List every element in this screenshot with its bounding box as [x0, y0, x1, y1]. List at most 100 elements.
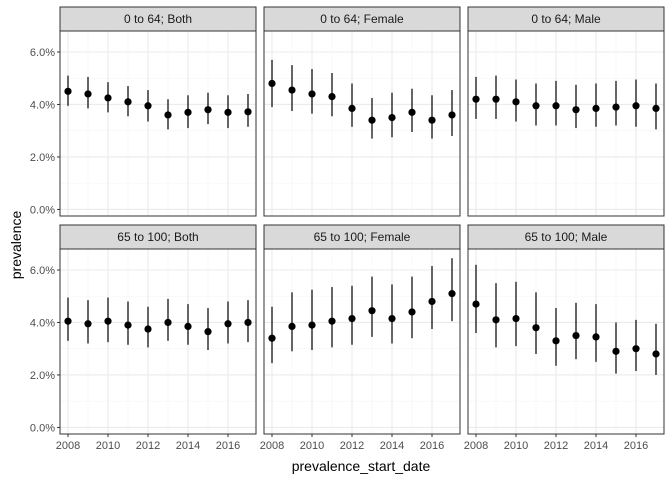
data-point [408, 308, 416, 316]
data-point [204, 328, 212, 336]
y-tick-label: 6.0% [30, 265, 55, 277]
data-point [492, 95, 500, 103]
data-point [144, 325, 152, 333]
facet-strip-label: 65 to 100; Both [117, 230, 198, 244]
x-tick-label: 2010 [96, 440, 120, 452]
x-tick-label: 2012 [136, 440, 160, 452]
y-tick-label: 2.0% [30, 152, 55, 164]
data-point [224, 108, 232, 116]
facet-strip [467, 224, 665, 250]
panel-border [59, 30, 257, 217]
panel-border [59, 248, 257, 435]
data-point [204, 106, 212, 114]
data-point [124, 321, 132, 329]
data-point [388, 113, 396, 122]
data-point [472, 95, 480, 103]
data-point [308, 321, 316, 329]
facet-strip [263, 224, 461, 250]
x-tick-label: 2008 [464, 440, 488, 452]
data-point [428, 116, 436, 124]
y-tick-label: 6.0% [30, 47, 55, 59]
data-point [632, 102, 640, 110]
data-point [288, 86, 296, 94]
facet-strip [59, 224, 257, 250]
data-point [328, 93, 336, 101]
data-point [224, 320, 232, 328]
data-point [348, 104, 356, 113]
data-point [532, 324, 540, 332]
y-tick-label: 0.0% [30, 204, 55, 216]
data-point [124, 98, 132, 106]
facet-panel: 0 to 64; Both 0.0% 2.0% 4.0% 6.0% [30, 6, 257, 217]
facet-strip-label: 65 to 100; Female [314, 230, 411, 244]
data-point [348, 314, 356, 323]
data-point [552, 337, 560, 345]
data-point [104, 317, 112, 325]
y-tick-label: 4.0% [30, 317, 55, 329]
facet-strip [263, 6, 461, 32]
data-point [448, 290, 456, 298]
y-tick-label: 2.0% [30, 370, 55, 382]
panel-background [468, 249, 664, 434]
panel-border [467, 30, 665, 217]
x-tick-label: 2014 [584, 440, 608, 452]
data-point [244, 108, 252, 116]
x-tick-label: 2016 [420, 440, 444, 452]
panel-background [60, 31, 256, 216]
data-point [64, 317, 72, 325]
data-point [472, 300, 480, 308]
data-point [652, 350, 660, 358]
data-point [64, 87, 72, 95]
data-point [268, 79, 276, 88]
data-point [512, 314, 520, 323]
data-point [164, 318, 172, 327]
panel-background [60, 249, 256, 434]
data-point [144, 102, 152, 110]
x-tick-label: 2016 [216, 440, 240, 452]
panel-background [468, 31, 664, 216]
y-tick-label: 4.0% [30, 99, 55, 111]
facet-strip-label: 0 to 64; Both [124, 12, 192, 26]
data-point [164, 111, 172, 119]
data-point [592, 333, 600, 341]
facet-strip-label: 65 to 100; Male [525, 230, 608, 244]
data-point [84, 90, 92, 98]
data-point [308, 90, 316, 98]
y-axis-title: prevalence [8, 211, 24, 280]
data-point [368, 307, 376, 315]
data-point [184, 322, 192, 331]
facet-strip [59, 6, 257, 32]
x-tick-label: 2008 [56, 440, 80, 452]
data-point [84, 320, 92, 328]
panel-border [263, 30, 461, 217]
facet-panel: 0 to 64; Male [467, 6, 665, 217]
facet-strip-label: 0 to 64; Female [320, 12, 404, 26]
data-point [288, 322, 296, 331]
x-tick-label: 2010 [504, 440, 528, 452]
facet-strip-label: 0 to 64; Male [531, 12, 601, 26]
data-point [184, 108, 192, 116]
panel-border [467, 248, 665, 435]
x-tick-label: 2014 [380, 440, 404, 452]
data-point [552, 102, 560, 110]
panels: 0 to 64; Both 0.0% 2.0% 4.0% 6.0% 0 to 64; Fe… [30, 6, 665, 452]
data-point [244, 318, 252, 327]
x-tick-label: 2014 [176, 440, 200, 452]
facet-panel: 65 to 100; Both 0.0% 2.0% 4.0% 6.0% 2008 2010 2… [30, 224, 257, 452]
data-point [448, 111, 456, 119]
data-point [268, 334, 276, 342]
data-point [592, 104, 600, 113]
data-point [572, 331, 580, 340]
panel-border [263, 248, 461, 435]
data-point [652, 104, 660, 113]
facet-panel: 0 to 64; Female [263, 6, 461, 217]
data-point [368, 116, 376, 124]
facet-panel: 65 to 100; Female 2008 2010 2012 2014 2016 [260, 224, 461, 452]
panel-background [264, 249, 460, 434]
x-tick-label: 2010 [300, 440, 324, 452]
data-point [428, 297, 436, 306]
x-tick-label: 2012 [340, 440, 364, 452]
x-tick-label: 2008 [260, 440, 284, 452]
x-tick-label: 2016 [624, 440, 648, 452]
